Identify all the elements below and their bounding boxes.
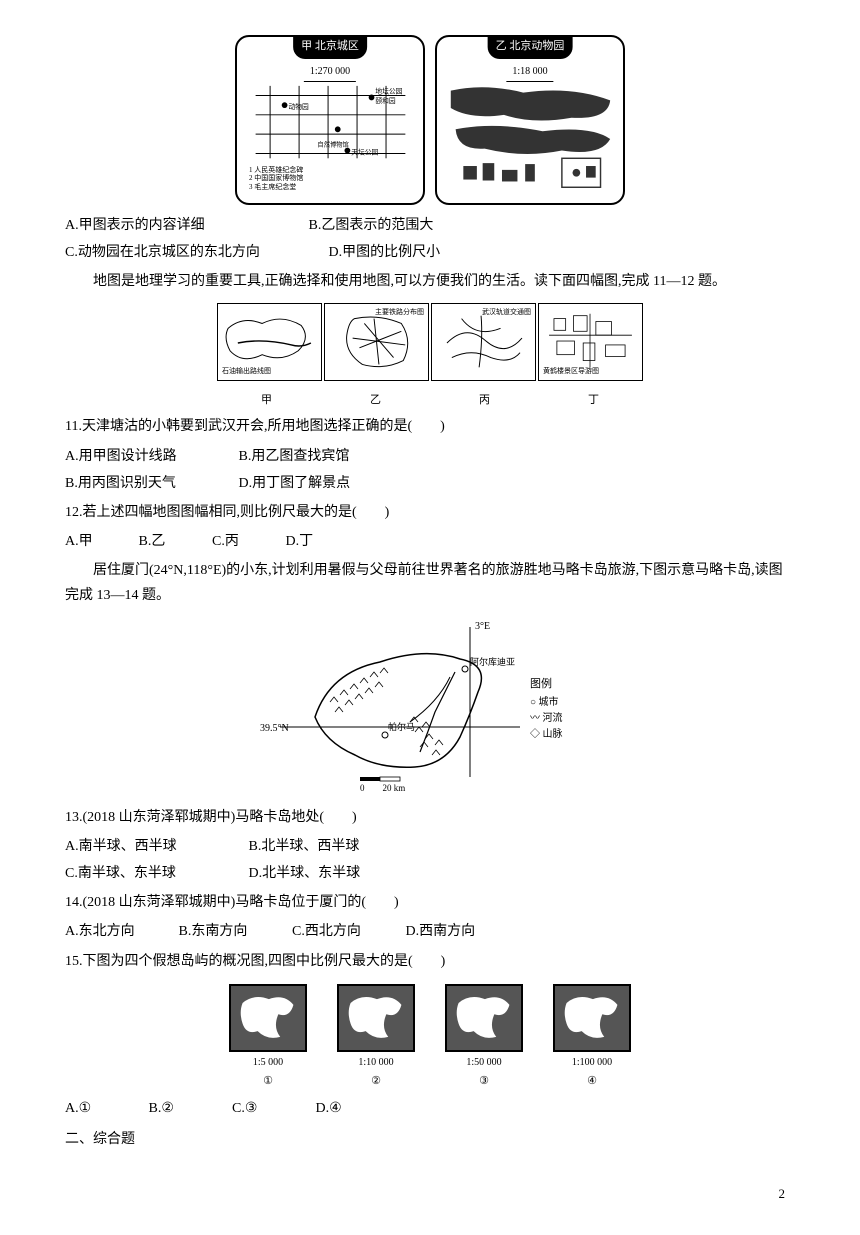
question-15-stem: 15.下图为四个假想岛屿的概况图,四图中比例尺最大的是( ) — [65, 949, 795, 974]
islet-num: ③ — [445, 1072, 523, 1092]
map-label: 黄鹤楼景区导游图 — [543, 365, 599, 378]
map-frame-jia: 甲 北京城区 1:270 000 动物园 地坛公园 颐和园 天坛公园 自然博物馆 — [235, 35, 425, 205]
svg-text:〰 河流: 〰 河流 — [530, 711, 563, 724]
svg-text:自然博物馆: 自然博物馆 — [317, 140, 348, 149]
option-c: C.丙 — [212, 529, 282, 554]
option-c: B.用丙图识别天气 — [65, 471, 235, 496]
map-caption: 丙 — [431, 391, 538, 411]
question-12-options: A.甲 B.乙 C.丙 D.丁 — [65, 529, 795, 554]
question-13-stem: 13.(2018 山东菏泽郓城期中)马略卡岛地处( ) — [65, 805, 795, 830]
map-caption: 乙 — [322, 391, 429, 411]
option-d: D.西南方向 — [406, 919, 476, 944]
map-caption: 甲 — [213, 391, 320, 411]
option-a: A.用甲图设计线路 — [65, 444, 235, 469]
option-a: A.南半球、西半球 — [65, 834, 245, 859]
small-map-jia: 石油输出路线图 — [217, 303, 322, 381]
svg-text:动物园: 动物园 — [288, 102, 309, 111]
islet-scale: 1:50 000 — [445, 1054, 523, 1072]
map-pair-figure: 甲 北京城区 1:270 000 动物园 地坛公园 颐和园 天坛公园 自然博物馆 — [65, 35, 795, 205]
map-scale-jia: 1:270 000 — [304, 63, 356, 82]
question-14-stem: 14.(2018 山东菏泽郓城期中)马略卡岛位于厦门的( ) — [65, 890, 795, 915]
question-11-stem: 11.天津塘沽的小韩要到武汉开会,所用地图选择正确的是( ) — [65, 414, 795, 439]
svg-text:地坛公园: 地坛公园 — [375, 87, 402, 96]
map-tab-jia: 甲 北京城区 — [293, 35, 367, 59]
map-scale-yi: 1:18 000 — [506, 63, 553, 82]
map-content-jia: 动物园 地坛公园 颐和园 天坛公园 自然博物馆 1 人民英雄纪念碑 2 中国国家… — [245, 81, 415, 195]
svg-text:图例: 图例 — [530, 676, 552, 690]
options-row-cd: C.动物园在北京城区的东北方向 D.甲图的比例尺小 — [65, 240, 795, 265]
paragraph-11-12: 地图是地理学习的重要工具,正确选择和使用地图,可以方便我们的生活。读下面四幅图,… — [65, 269, 795, 294]
svg-text:○ 城市: ○ 城市 — [530, 695, 559, 708]
islet-2: 1:10 000 ② — [337, 984, 415, 1092]
option-d: D.用丁图了解景点 — [239, 471, 351, 496]
map-frame-yi: 乙 北京动物园 1:18 000 — [435, 35, 625, 205]
legend-line: 1 人民英雄纪念碑 — [249, 166, 303, 174]
option-a: A.① — [65, 1096, 145, 1121]
option-a: A.甲 — [65, 529, 135, 554]
islet-num: ④ — [553, 1072, 631, 1092]
map-content-yi — [445, 81, 615, 195]
option-c: C.西北方向 — [292, 919, 402, 944]
option-b: B.② — [149, 1096, 229, 1121]
option-c: C.南半球、东半球 — [65, 861, 245, 886]
islet-num: ① — [229, 1072, 307, 1092]
option-c: C.③ — [232, 1096, 312, 1121]
option-a: A.东北方向 — [65, 919, 175, 944]
islet-1: 1:5 000 ① — [229, 984, 307, 1092]
map-label: 石油输出路线图 — [222, 365, 271, 378]
page-number: 2 — [65, 1182, 795, 1205]
islet-scale: 1:100 000 — [553, 1054, 631, 1072]
paragraph-13-14: 居住厦门(24°N,118°E)的小东,计划利用暑假与父母前往世界著名的旅游胜地… — [65, 558, 795, 608]
question-14-options: A.东北方向 B.东南方向 C.西北方向 D.西南方向 — [65, 919, 795, 944]
option-b: B.东南方向 — [179, 919, 289, 944]
question-11-options-2: B.用丙图识别天气 D.用丁图了解景点 — [65, 471, 795, 496]
question-13-options-1: A.南半球、西半球 B.北半球、西半球 — [65, 834, 795, 859]
svg-text:3°E: 3°E — [475, 621, 490, 632]
svg-text:帕尔马: 帕尔马 — [388, 721, 415, 732]
islet-4: 1:100 000 ④ — [553, 984, 631, 1092]
option-b: B.北半球、西半球 — [249, 834, 360, 859]
option-a: A.甲图表示的内容详细 — [65, 213, 305, 238]
options-row-ab: A.甲图表示的内容详细 B.乙图表示的范围大 — [65, 213, 795, 238]
option-d: D.甲图的比例尺小 — [329, 240, 441, 265]
legend-line: 3 毛主席纪念堂 — [249, 183, 303, 191]
legend-line: 2 中国国家博物馆 — [249, 174, 303, 182]
question-15-options: A.① B.② C.③ D.④ — [65, 1096, 795, 1121]
option-b: B.乙 — [139, 529, 209, 554]
map-label: 主要铁路分布图 — [375, 306, 424, 319]
small-map-bing: 武汉轨道交通图 — [431, 303, 536, 381]
question-11-options-1: A.用甲图设计线路 B.用乙图查找宾馆 — [65, 444, 795, 469]
svg-text:◇ 山脉: ◇ 山脉 — [530, 727, 563, 740]
svg-text:0 20 km: 0 20 km — [360, 783, 405, 793]
option-d: D.④ — [316, 1096, 342, 1121]
option-d: D.丁 — [286, 529, 314, 554]
svg-text:颐和园: 颐和园 — [375, 96, 396, 105]
islet-scale: 1:10 000 — [337, 1054, 415, 1072]
small-map-ding: 黄鹤楼景区导游图 — [538, 303, 643, 381]
map-label: 武汉轨道交通图 — [482, 306, 531, 319]
option-c: C.动物园在北京城区的东北方向 — [65, 240, 325, 265]
question-12-stem: 12.若上述四幅地图图幅相同,则比例尺最大的是( ) — [65, 500, 795, 525]
islet-scale: 1:5 000 — [229, 1054, 307, 1072]
option-d: D.北半球、东半球 — [249, 861, 361, 886]
question-13-options-2: C.南半球、东半球 D.北半球、东半球 — [65, 861, 795, 886]
islet-3: 1:50 000 ③ — [445, 984, 523, 1092]
svg-text:39.5°N: 39.5°N — [260, 723, 289, 734]
svg-text:天坛公园: 天坛公园 — [351, 147, 378, 156]
islets-figure: 1:5 000 ① 1:10 000 ② 1:50 000 ③ 1:100 00… — [65, 984, 795, 1092]
map-legend-jia: 1 人民英雄纪念碑 2 中国国家博物馆 3 毛主席纪念堂 — [249, 166, 303, 191]
option-b: B.用乙图查找宾馆 — [239, 444, 350, 469]
four-maps-figure: 石油输出路线图 主要铁路分布图 武汉轨道交通图 黄鹤楼景区导游图 甲 乙 丙 丁 — [65, 303, 795, 411]
section-heading-2: 二、综合题 — [65, 1127, 795, 1152]
svg-text:阿尔库迪亚: 阿尔库迪亚 — [470, 656, 515, 667]
island-figure: 3°E 39.5°N 帕尔马 阿尔库迪亚 0 20 km 图例 ○ 城市 〰 河… — [65, 617, 795, 797]
map-tab-yi: 乙 北京动物园 — [488, 35, 573, 59]
small-map-yi: 主要铁路分布图 — [324, 303, 429, 381]
map-caption: 丁 — [540, 391, 647, 411]
option-b: B.乙图表示的范围大 — [309, 213, 434, 238]
islet-num: ② — [337, 1072, 415, 1092]
